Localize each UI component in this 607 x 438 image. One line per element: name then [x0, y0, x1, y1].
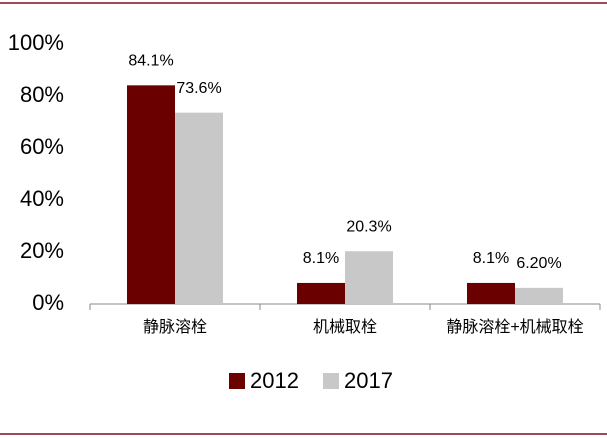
bar	[345, 251, 393, 304]
y-tick-label: 80%	[20, 82, 64, 107]
bar	[175, 112, 223, 304]
value-label: 8.1%	[303, 250, 339, 267]
y-tick-label: 20%	[20, 238, 64, 263]
y-tick-label: 40%	[20, 186, 64, 211]
value-label: 73.6%	[176, 80, 221, 97]
x-tick-label: 静脉溶栓+机械取栓	[446, 318, 583, 336]
y-tick-label: 0%	[32, 290, 64, 315]
value-label: 6.20%	[516, 255, 561, 272]
legend-label: 2017	[344, 368, 393, 393]
legend-swatch	[229, 373, 245, 389]
x-tick-label: 静脉溶栓	[143, 318, 207, 336]
bar	[515, 287, 563, 304]
value-label: 84.1%	[128, 53, 173, 70]
value-label: 20.3%	[346, 218, 391, 235]
bar	[467, 282, 515, 304]
x-tick-label: 机械取栓	[313, 318, 377, 336]
legend-label: 2012	[250, 368, 299, 393]
y-tick-label: 100%	[8, 30, 64, 55]
bar	[297, 282, 345, 304]
value-label: 8.1%	[473, 250, 509, 267]
bar	[127, 85, 175, 304]
legend-swatch	[323, 373, 339, 389]
y-tick-label: 60%	[20, 134, 64, 159]
